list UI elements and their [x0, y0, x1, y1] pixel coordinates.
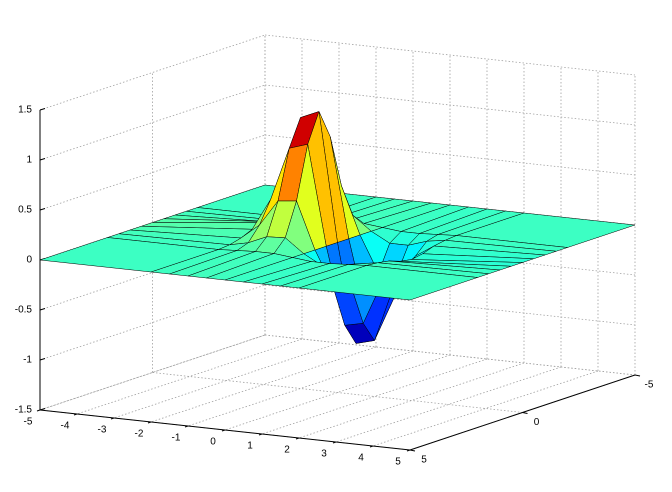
tick-mark [39, 308, 46, 311]
tick-mark [369, 445, 374, 448]
y-tick-label: 5 [421, 455, 427, 466]
z-tick-label: 1 [26, 155, 32, 166]
grid-line [224, 354, 451, 431]
grid-line [264, 334, 636, 376]
z-tick-label: -1 [23, 355, 32, 366]
z-tick-label: -0.5 [15, 305, 33, 316]
z-tick-label: -1.5 [15, 405, 33, 416]
tick-mark [39, 358, 46, 361]
y-tick-label: 0 [534, 417, 540, 428]
tick-mark [39, 208, 46, 211]
grid-line [264, 34, 636, 76]
tick-mark [409, 449, 416, 452]
tick-mark [39, 108, 46, 111]
grid-line [39, 334, 266, 411]
tick-mark [634, 374, 641, 377]
grid-line [76, 338, 303, 415]
tick-mark [184, 425, 189, 428]
y-tick-label: -5 [645, 380, 654, 391]
z-tick-label: 0 [26, 255, 32, 266]
tick-mark [522, 412, 528, 414]
x-tick-label: -2 [135, 429, 144, 440]
grid-line [261, 358, 488, 435]
grid-line [152, 372, 523, 413]
tick-mark [258, 433, 263, 436]
tick-mark [39, 408, 46, 411]
x-tick-label: 2 [284, 445, 290, 456]
grid-line [39, 334, 266, 411]
grid-line [39, 84, 266, 161]
tick-mark [221, 429, 226, 432]
grid-line [39, 234, 266, 311]
grid-line [298, 362, 525, 439]
x-tick-label: 5 [395, 457, 401, 468]
tick-mark [39, 158, 46, 161]
tick-mark [332, 441, 337, 444]
grid-line [113, 342, 340, 419]
grid-line [335, 366, 562, 443]
grid-line [187, 350, 414, 427]
x-tick-label: -5 [24, 417, 33, 428]
tick-mark [73, 413, 78, 416]
surface-cell [298, 265, 478, 301]
tick-mark [147, 421, 152, 424]
x-tick-label: 0 [210, 437, 216, 448]
tick-mark [406, 449, 411, 452]
x-tick-label: 4 [358, 453, 364, 464]
tick-mark [36, 409, 41, 412]
grid-line [39, 34, 266, 111]
grid-line [150, 346, 377, 423]
grid-line [39, 284, 266, 361]
tick-mark [110, 417, 115, 420]
x-tick-label: -4 [61, 421, 70, 432]
x-tick-label: -3 [98, 425, 107, 436]
tick-mark [295, 437, 300, 440]
grid-line [39, 134, 266, 211]
x-tick-label: 3 [321, 449, 327, 460]
z-tick-label: 0.5 [18, 205, 32, 216]
x-tick-label: -1 [172, 433, 181, 444]
x-tick-label: 1 [247, 441, 253, 452]
grid-line [372, 370, 599, 447]
z-tick-label: 1.5 [18, 105, 32, 116]
